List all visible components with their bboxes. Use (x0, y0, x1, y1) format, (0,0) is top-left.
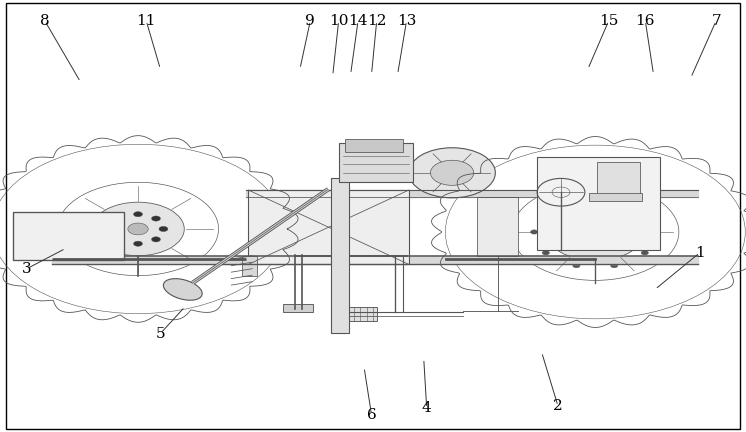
Circle shape (599, 245, 608, 250)
Circle shape (573, 196, 580, 200)
Text: 7: 7 (712, 14, 721, 28)
Text: 15: 15 (599, 14, 618, 28)
Circle shape (151, 216, 160, 221)
Bar (331, 178, 349, 333)
Circle shape (653, 230, 660, 234)
Circle shape (583, 214, 592, 219)
Circle shape (612, 238, 621, 244)
Circle shape (599, 214, 608, 219)
Bar (283, 304, 313, 312)
Text: 9: 9 (305, 14, 316, 28)
Circle shape (92, 202, 184, 256)
Text: 12: 12 (367, 14, 386, 28)
Text: 6: 6 (366, 408, 377, 422)
Text: 2: 2 (553, 399, 563, 413)
Text: 3: 3 (22, 262, 31, 276)
Circle shape (116, 216, 125, 221)
Text: 1: 1 (695, 246, 705, 260)
Text: 13: 13 (397, 14, 416, 28)
Bar (589, 193, 642, 201)
Circle shape (584, 226, 606, 238)
Ellipse shape (163, 279, 202, 300)
Circle shape (583, 245, 592, 250)
Bar (338, 307, 377, 321)
Circle shape (134, 212, 142, 217)
Circle shape (116, 237, 125, 242)
Bar (477, 197, 518, 256)
Circle shape (569, 220, 578, 226)
Circle shape (128, 223, 148, 235)
Circle shape (610, 196, 618, 200)
Bar (597, 162, 640, 197)
Text: 11: 11 (137, 14, 156, 28)
Circle shape (542, 209, 550, 213)
Text: 5: 5 (156, 327, 165, 340)
Text: 14: 14 (348, 14, 368, 28)
Circle shape (151, 237, 160, 242)
Circle shape (641, 209, 648, 213)
Circle shape (618, 229, 627, 235)
Circle shape (159, 226, 168, 232)
Text: 4: 4 (421, 401, 432, 415)
Circle shape (108, 226, 117, 232)
Circle shape (546, 203, 645, 260)
Text: 10: 10 (329, 14, 348, 28)
Bar (13, 212, 124, 260)
Bar (242, 256, 257, 276)
Bar (537, 157, 660, 250)
Circle shape (610, 264, 618, 268)
Circle shape (430, 160, 474, 185)
Circle shape (409, 148, 495, 198)
Circle shape (573, 264, 580, 268)
Bar (339, 143, 413, 182)
Circle shape (641, 251, 648, 255)
Bar (248, 190, 409, 264)
Circle shape (569, 238, 578, 244)
Circle shape (542, 251, 550, 255)
Circle shape (530, 230, 538, 234)
Circle shape (134, 241, 142, 246)
Bar (345, 139, 403, 152)
Text: 8: 8 (40, 14, 49, 28)
Circle shape (612, 220, 621, 226)
Text: 16: 16 (636, 14, 655, 28)
Circle shape (564, 229, 573, 235)
